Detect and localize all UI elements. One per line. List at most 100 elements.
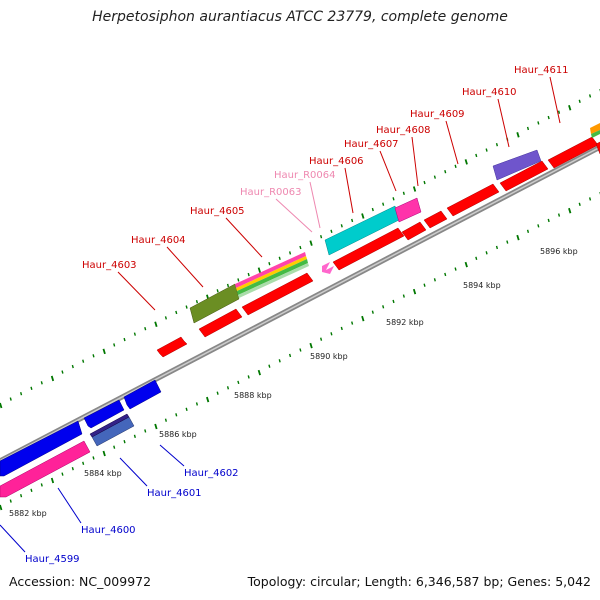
feature-block-purple[interactable] [492, 149, 542, 181]
minor-tick [444, 170, 447, 174]
minor-tick [340, 326, 343, 331]
gene-label[interactable]: Haur_4610 [462, 87, 517, 98]
gene-arrow[interactable] [123, 379, 162, 410]
minor-tick [588, 94, 592, 98]
gene-label[interactable]: Haur_4605 [190, 206, 245, 217]
feature-block-green[interactable] [591, 130, 600, 138]
minor-tick [382, 305, 385, 309]
minor-tick [485, 148, 488, 152]
major-tick [0, 504, 3, 511]
gene-arrow[interactable] [0, 420, 83, 477]
feature-block-multicolor[interactable] [236, 256, 307, 291]
minor-tick [330, 332, 333, 336]
minor-tick [30, 386, 33, 390]
rna-feature[interactable] [322, 262, 334, 274]
gene-label[interactable]: Haur_R0064 [274, 170, 336, 181]
gene-arrow[interactable] [83, 399, 125, 429]
gene-label[interactable]: Haur_4600 [81, 525, 136, 536]
minor-tick [288, 251, 292, 255]
minor-tick [123, 440, 126, 444]
minor-tick [226, 386, 230, 390]
minor-tick [133, 332, 136, 336]
minor-tick [537, 121, 540, 125]
feature-block-multicolor[interactable] [237, 259, 308, 295]
minor-tick [330, 229, 333, 233]
minor-tick [185, 407, 188, 412]
feature-block-olive[interactable] [189, 283, 240, 324]
gene-arrow[interactable] [156, 336, 188, 358]
major-tick [154, 321, 158, 328]
minor-tick [578, 99, 581, 104]
scale-label: 5892 kbp [386, 318, 424, 327]
major-tick [0, 402, 3, 409]
minor-tick [144, 429, 147, 433]
gene-arrow[interactable] [89, 413, 130, 438]
gene-arrow[interactable] [423, 210, 448, 229]
scale-label: 5886 kbp [159, 430, 197, 439]
gene-label[interactable]: Haur_4601 [147, 488, 202, 499]
minor-tick [247, 272, 250, 277]
minor-tick [216, 289, 219, 293]
minor-tick [185, 305, 188, 309]
minor-tick [20, 391, 23, 396]
gene-label[interactable]: Haur_4602 [184, 468, 239, 479]
gene-label[interactable]: Haur_4607 [344, 139, 399, 150]
gene-arrow[interactable] [198, 308, 243, 338]
minor-tick [371, 207, 374, 212]
feature-block-multicolor[interactable] [238, 263, 309, 298]
minor-tick [133, 434, 136, 439]
gene-arrow[interactable] [0, 440, 91, 498]
minor-tick [40, 483, 43, 487]
major-tick [257, 369, 261, 376]
gene-label[interactable]: Haur_4608 [376, 125, 431, 136]
minor-tick [268, 364, 271, 368]
minor-tick [351, 321, 354, 325]
gene-arrow[interactable] [332, 227, 405, 271]
minor-tick [299, 348, 302, 352]
gene-arrow[interactable] [241, 272, 314, 316]
minor-tick [9, 499, 12, 503]
gene-label[interactable]: Haur_4599 [25, 554, 80, 565]
major-tick [50, 375, 55, 382]
minor-tick [526, 126, 530, 131]
minor-tick [113, 343, 116, 347]
feature-block-multicolor[interactable] [235, 252, 306, 288]
gene-arrow[interactable] [401, 221, 427, 241]
gene-arrow[interactable] [499, 160, 549, 192]
minor-tick [82, 461, 85, 466]
minor-tick [578, 202, 581, 206]
gene-label[interactable]: Haur_4606 [309, 156, 364, 167]
feature-block-orange[interactable] [590, 123, 600, 134]
label-connector [117, 271, 156, 311]
gene-label[interactable]: Haur_R0063 [240, 187, 302, 198]
minor-tick [433, 278, 436, 282]
major-tick [464, 261, 468, 268]
minor-tick [216, 391, 219, 395]
gene-label[interactable]: Haur_4603 [82, 260, 137, 271]
minor-tick [61, 472, 64, 476]
label-connector [344, 167, 354, 214]
minor-tick [547, 218, 550, 223]
gene-label[interactable]: Haur_4611 [514, 65, 569, 76]
minor-tick [82, 359, 85, 363]
minor-tick [237, 278, 240, 282]
gene-arrow[interactable] [595, 139, 600, 155]
major-tick [568, 207, 572, 214]
major-tick [361, 315, 365, 322]
gene-label[interactable]: Haur_4609 [410, 109, 465, 120]
feature-block-magenta[interactable] [394, 197, 422, 223]
minor-tick [268, 262, 271, 266]
gene-arrow[interactable] [446, 183, 500, 217]
map-title: Herpetosiphon aurantiacus ATCC 23779, co… [92, 9, 508, 25]
scale-label: 5896 kbp [540, 247, 578, 256]
label-connectors [0, 76, 561, 553]
major-tick [309, 240, 313, 246]
minor-tick [506, 240, 509, 244]
gene-label[interactable]: Haur_4604 [131, 235, 186, 246]
minor-tick [20, 494, 23, 498]
minor-tick [288, 353, 292, 358]
minor-tick [495, 245, 499, 250]
minor-tick [423, 283, 426, 287]
